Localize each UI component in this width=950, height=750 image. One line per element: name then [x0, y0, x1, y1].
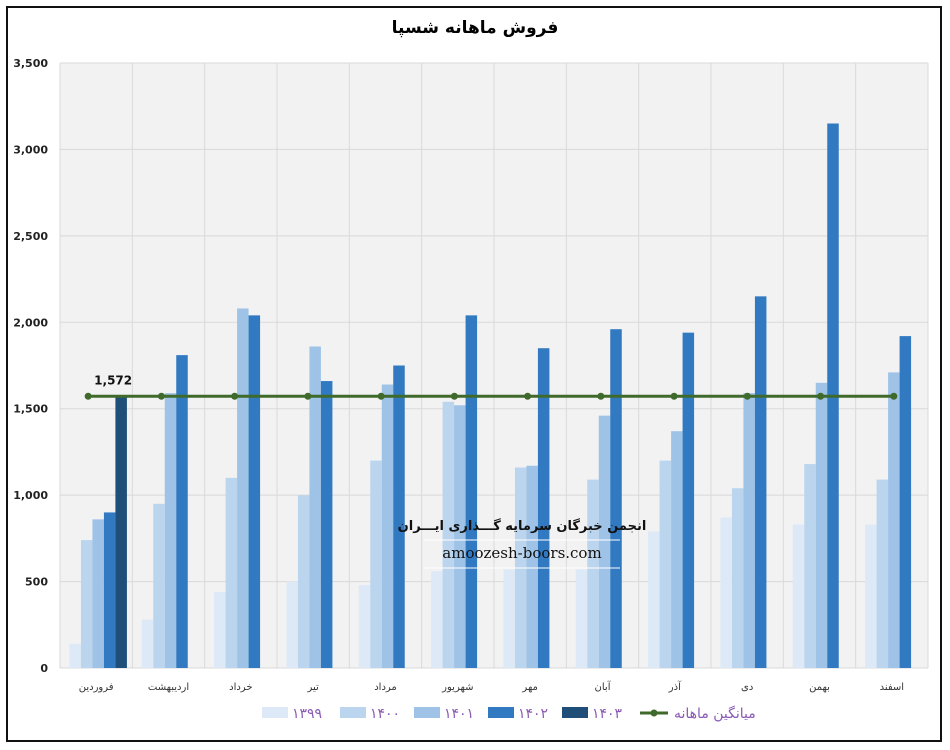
watermark-text: انجمن خبرگان سرمایه گـــذاری ایـــران	[398, 518, 647, 534]
x-tick-label: آبان	[595, 680, 612, 693]
bar	[899, 336, 912, 668]
average-point	[377, 392, 385, 400]
bar	[792, 524, 805, 668]
legend-label: ۱۴۰۰	[370, 706, 400, 722]
x-tick-label: فروردین	[79, 682, 114, 693]
y-tick-label: 1,000	[13, 489, 48, 502]
bar	[598, 415, 611, 668]
bar	[69, 643, 81, 668]
y-tick-label: 3,000	[13, 143, 48, 156]
bar	[153, 503, 165, 668]
bar	[465, 315, 478, 668]
legend-label: ۱۴۰۲	[518, 706, 548, 722]
bar	[503, 569, 515, 668]
average-point	[670, 392, 678, 400]
bar	[671, 431, 683, 668]
bar	[297, 495, 310, 668]
x-tick-label: اردیبهشت	[148, 682, 189, 693]
x-tick-label: اسفند	[880, 682, 904, 693]
bar	[164, 393, 177, 668]
average-point	[817, 392, 825, 400]
bar	[575, 569, 588, 668]
x-tick-label: تیر	[307, 682, 320, 693]
x-tick-label: مهر	[521, 682, 537, 693]
y-tick-label: 500	[25, 576, 48, 589]
x-tick-label: شهریور	[441, 682, 473, 693]
average-point	[890, 392, 898, 400]
bar	[237, 308, 249, 668]
legend-label: ۱۴۰۳	[592, 706, 623, 722]
average-point	[304, 392, 312, 400]
x-tick-label: دی	[741, 682, 753, 693]
bar	[865, 524, 877, 668]
average-point	[84, 392, 92, 400]
bar	[526, 465, 538, 668]
bar	[648, 531, 660, 668]
bar	[682, 332, 695, 668]
average-point	[157, 392, 165, 400]
bar	[286, 581, 298, 668]
bar	[225, 477, 238, 668]
bar	[876, 479, 889, 668]
legend-swatch	[340, 707, 366, 718]
bar	[103, 512, 116, 668]
x-tick-label: بهمن	[809, 682, 830, 693]
average-point	[524, 392, 532, 400]
bar	[610, 329, 622, 668]
x-tick-label: خرداد	[229, 682, 252, 693]
watermark-url: amoozesh-boors.com	[442, 544, 601, 562]
bar	[370, 460, 382, 668]
y-tick-label: 2,500	[13, 230, 48, 243]
legend-swatch	[414, 707, 440, 718]
bar	[80, 540, 93, 668]
average-point	[597, 392, 605, 400]
average-point	[231, 392, 239, 400]
legend-label: ۱۳۹۹	[292, 706, 322, 722]
bar	[731, 488, 744, 668]
bar	[214, 591, 226, 668]
legend-swatch	[562, 707, 588, 718]
bar	[442, 401, 455, 668]
y-tick-label: 1,500	[13, 403, 48, 416]
bar	[358, 585, 371, 668]
y-tick-label: 3,500	[13, 57, 48, 70]
bar	[454, 405, 466, 668]
chart-title: فروش ماهانه شسپا	[391, 18, 559, 38]
bar	[309, 346, 321, 668]
bar	[537, 348, 550, 668]
bar	[141, 619, 154, 668]
bar	[587, 479, 599, 668]
bar	[815, 382, 828, 668]
average-point	[743, 392, 751, 400]
legend-swatch	[262, 707, 288, 718]
bar	[659, 460, 672, 668]
bar	[393, 365, 405, 668]
bar	[92, 519, 104, 668]
legend-label: ۱۴۰۱	[444, 706, 474, 722]
average-point	[450, 392, 458, 400]
bar	[743, 393, 755, 668]
x-tick-label: آذر	[668, 680, 682, 693]
y-tick-label: 0	[40, 662, 48, 675]
bar	[888, 372, 900, 668]
bar	[381, 384, 394, 668]
bar	[754, 296, 767, 668]
bar	[720, 517, 732, 668]
y-tick-label: 2,000	[13, 316, 48, 329]
bar	[431, 571, 443, 668]
average-data-label: 1,572	[94, 373, 132, 387]
bar	[176, 355, 188, 668]
bar	[804, 464, 816, 668]
legend-label: میانگین ماهانه	[674, 705, 756, 722]
legend-swatch	[488, 707, 514, 718]
legend-swatch-marker	[650, 709, 658, 717]
bar	[320, 381, 333, 668]
bar	[115, 396, 127, 668]
bar	[248, 315, 261, 668]
x-tick-label: مرداد	[374, 682, 397, 693]
